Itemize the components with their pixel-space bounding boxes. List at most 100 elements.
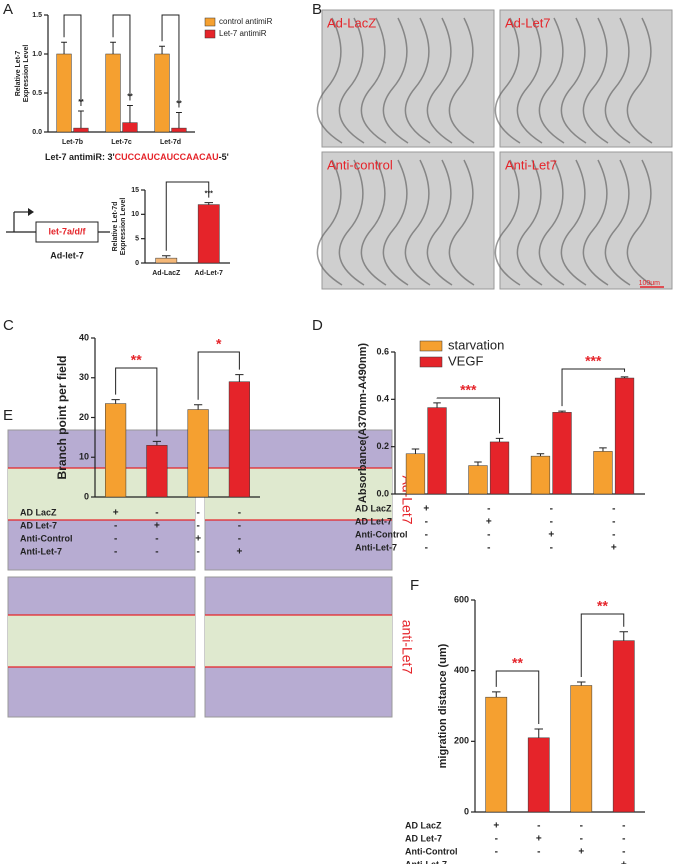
tube-network	[448, 17, 475, 144]
condition-sign: -	[495, 834, 498, 845]
legend-label: Let-7 antimiR	[219, 29, 267, 38]
gene-label: let-7a/d/f	[48, 226, 86, 236]
legend-swatch	[419, 340, 443, 352]
condition-label: AD Let-7	[405, 833, 442, 843]
condition-sign: -	[580, 821, 583, 832]
condition-sign: -	[550, 543, 553, 554]
error-bar	[61, 41, 67, 54]
significance-label: **	[597, 598, 608, 614]
bar	[73, 127, 89, 133]
condition-label: AD LacZ	[405, 820, 442, 830]
panel-label: C	[3, 317, 14, 334]
tube-network	[360, 17, 387, 144]
condition-sign: -	[425, 517, 428, 528]
condition-sign: -	[495, 860, 498, 864]
error-bar	[558, 410, 566, 413]
tube-network	[538, 159, 565, 286]
tube-network	[404, 17, 431, 144]
significance-label: *	[216, 336, 222, 352]
y-axis-label: Expression Level	[23, 45, 30, 103]
sequence-text: Let-7 antimiR: 3'CUCCAUCAUCCAACAU-5'	[45, 152, 229, 162]
condition-sign: -	[622, 847, 625, 858]
condition-sign: -	[196, 547, 199, 558]
y-axis-label: Expression Level	[120, 198, 127, 256]
y-tick-label: 0.0	[32, 129, 42, 136]
condition-sign: -	[495, 847, 498, 858]
condition-sign: -	[550, 504, 553, 515]
panel-label: A	[3, 1, 13, 18]
significance-bracket	[197, 351, 240, 400]
error-bar	[411, 448, 420, 454]
condition-label: Anti-Control	[355, 529, 407, 539]
image-label: Ad-Let7	[505, 15, 551, 30]
condition-sign: -	[155, 547, 158, 558]
condition-label: AD LacZ	[355, 503, 392, 513]
tube-network	[582, 159, 609, 286]
condition-sign: -	[580, 834, 583, 845]
error-bar	[433, 402, 441, 408]
y-axis-label: Relative Let-7d	[112, 202, 119, 252]
y-axis-label: Branch point per field	[55, 355, 69, 479]
condition-sign: -	[550, 517, 553, 528]
error-bar	[159, 45, 165, 54]
significance-label: ***	[585, 353, 602, 369]
sequence-prefix: Let-7 antimiR: 3'	[45, 152, 115, 162]
condition-sign: -	[196, 521, 199, 532]
significance-label: ***	[460, 382, 477, 398]
tube-network	[560, 159, 587, 286]
y-tick-label: 400	[454, 665, 469, 675]
y-tick-label: 0	[464, 806, 469, 816]
bar	[154, 53, 170, 133]
bar	[427, 407, 447, 495]
tube-network	[560, 17, 587, 144]
bar	[146, 445, 168, 498]
significance-label: **	[78, 99, 84, 106]
arrow-head	[28, 208, 34, 216]
x-tick-label: Ad-LacZ	[152, 270, 181, 277]
tube-network	[516, 159, 543, 286]
significance-label: **	[131, 352, 142, 368]
error-bar	[534, 728, 543, 738]
condition-sign: -	[114, 534, 117, 545]
significance-bracket	[112, 14, 131, 101]
error-bar	[194, 404, 203, 410]
tube-network	[604, 159, 631, 286]
significance-label: **	[127, 93, 133, 100]
y-tick-label: 0.6	[376, 346, 389, 356]
tube-network	[538, 17, 565, 144]
y-tick-label: 0.5	[32, 90, 42, 97]
micrograph	[321, 151, 495, 290]
image-label: anti-Let7	[399, 620, 415, 675]
legend-label: starvation	[448, 337, 504, 352]
y-tick-label: 600	[454, 594, 469, 604]
condition-sign: +	[578, 847, 584, 858]
bar	[228, 381, 250, 498]
condition-label: AD LacZ	[20, 507, 57, 517]
error-bar	[127, 104, 133, 123]
condition-sign: -	[425, 543, 428, 554]
construct-name: Ad-let-7	[50, 250, 84, 260]
condition-sign: -	[425, 530, 428, 541]
condition-sign: +	[486, 517, 492, 528]
y-tick-label: 10	[79, 452, 89, 462]
tube-network	[626, 17, 653, 144]
construct-diagram: let-7a/d/f Ad-let-7	[6, 208, 110, 260]
significance-bracket	[165, 181, 210, 251]
y-tick-label: 0	[135, 260, 139, 267]
panel-label: E	[3, 407, 13, 424]
bar	[197, 204, 220, 264]
sequence-suffix: -5'	[219, 152, 229, 162]
bar	[405, 453, 426, 495]
error-bar	[492, 691, 501, 698]
condition-sign: +	[113, 508, 119, 519]
sequence: CUCCAUCAUCCAACAU	[115, 152, 219, 162]
significance-bracket	[580, 613, 625, 677]
condition-label: Anti-Let-7	[20, 546, 62, 556]
condition-sign: -	[238, 508, 241, 519]
error-bar	[176, 112, 182, 129]
legend-label: VEGF	[448, 353, 483, 368]
tube-network	[360, 159, 387, 286]
condition-sign: -	[612, 530, 615, 541]
panel-label: B	[312, 1, 322, 18]
